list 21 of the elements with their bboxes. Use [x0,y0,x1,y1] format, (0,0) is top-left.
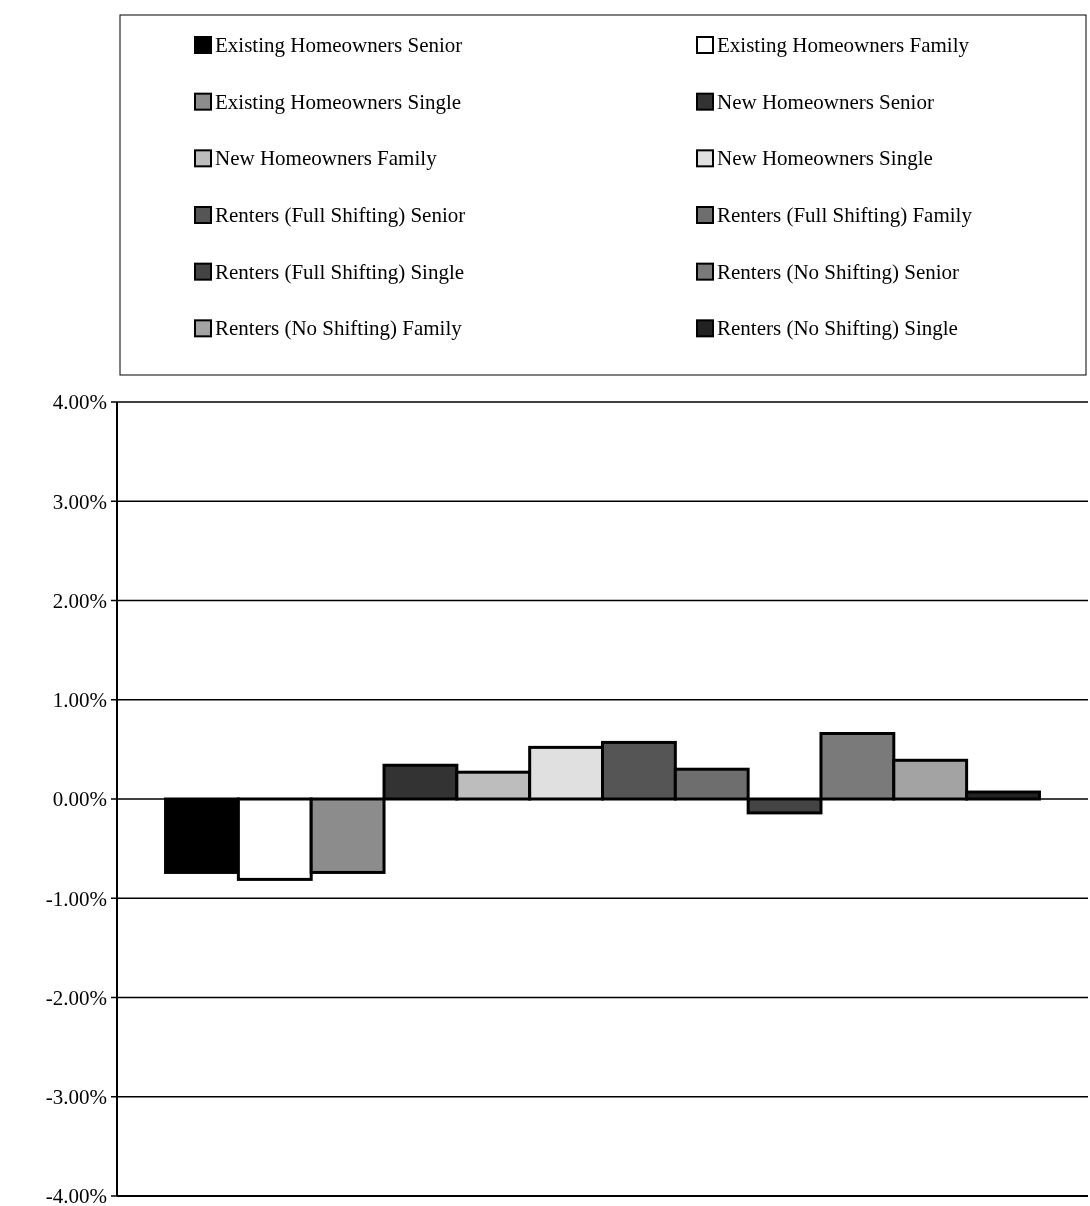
legend-label: Existing Homeowners Family [717,33,970,57]
y-tick-label: 3.00% [52,489,107,514]
y-tick-label: 0.00% [52,787,107,812]
legend-label: Renters (No Shifting) Single [717,316,958,341]
legend-label: Existing Homeowners Single [215,89,462,114]
y-tick-label: -4.00% [45,1184,107,1206]
legend-label: Renters (Full Shifting) Single [215,259,465,284]
y-tick-label: -1.00% [45,886,107,911]
y-tick-label: 4.00% [52,390,107,415]
legend-label: Renters (Full Shifting) Family [717,203,973,227]
y-tick-label: 1.00% [52,688,107,713]
y-tick-label: 2.00% [52,588,107,613]
legend-label: Renters (Full Shifting) Senior [215,203,466,227]
legend-label: Existing Homeowners Senior [215,33,463,57]
legend-label: New Homeowners Senior [717,89,934,114]
y-tick-label: -2.00% [45,985,107,1010]
legend-label: New Homeowners Family [215,146,438,171]
y-tick-label: -3.00% [45,1085,107,1110]
legend-label: New Homeowners Single [717,146,933,171]
legend-label: Renters (No Shifting) Senior [717,259,960,284]
legend-label: Renters (No Shifting) Family [215,316,463,341]
